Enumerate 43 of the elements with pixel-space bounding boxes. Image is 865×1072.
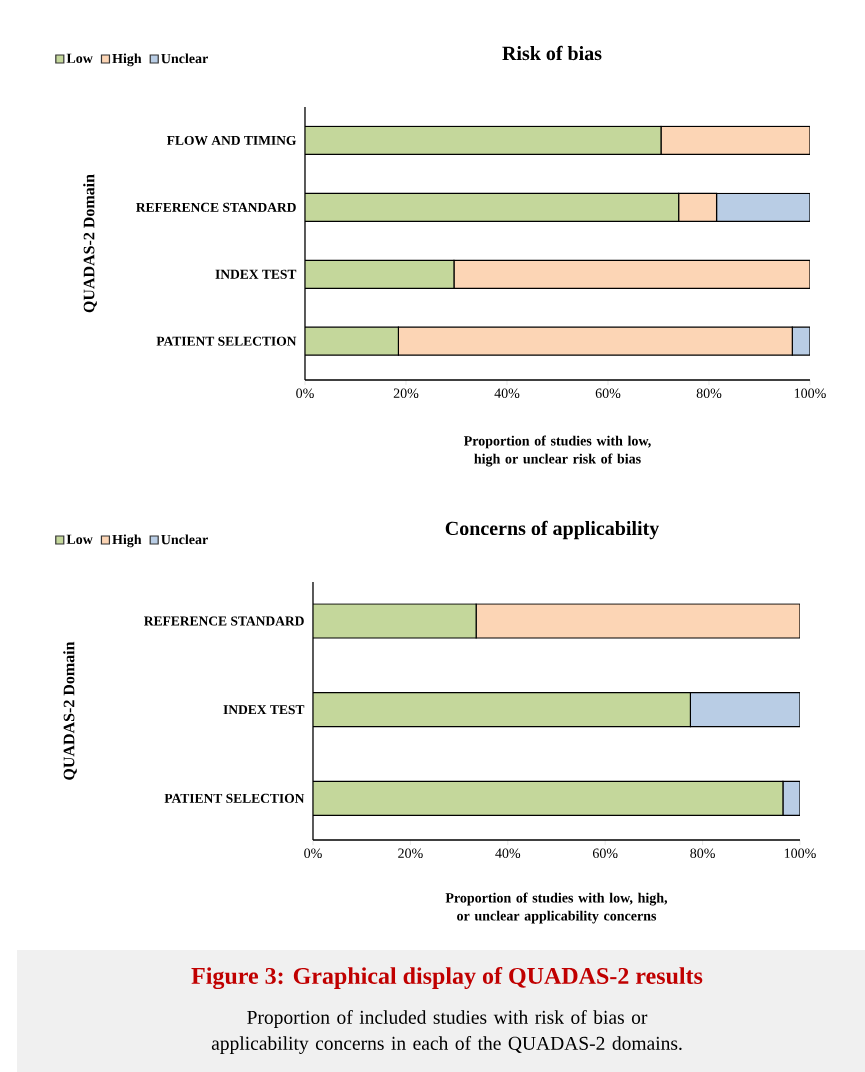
x-tick-label: 100% (784, 848, 816, 859)
bar (304, 326, 400, 356)
y-tick-label: REFERENCE STANDARD (136, 202, 296, 212)
bar (678, 192, 718, 222)
x-tick-label: 20% (398, 848, 423, 859)
chart-title: Concerns of applicability (445, 520, 660, 540)
x-tick-label: 60% (595, 388, 621, 399)
legend-label: Unclear (161, 534, 208, 545)
bar (660, 125, 810, 156)
legend-label: Low (66, 534, 93, 544)
x-tick-label: 0% (304, 848, 322, 859)
x-axis-title: Proportion of studies with low, high or unclear risk of bias (463, 435, 651, 467)
x-tick-label: 20% (393, 388, 419, 399)
bar (304, 125, 662, 156)
y-tick-label: PATIENT SELECTION (164, 793, 305, 803)
legend-label: High (112, 53, 142, 67)
y-tick-label: INDEX TEST (223, 705, 305, 715)
x-tick-label: 40% (495, 848, 521, 859)
y-tick-label: FLOW AND TIMING (166, 135, 297, 146)
x-tick-label: 100% (794, 388, 826, 399)
bar (397, 326, 793, 356)
x-tick-label: 40% (494, 388, 520, 399)
y-tick-label: PATIENT SELECTION (156, 336, 297, 346)
legend-label: Unclear (161, 53, 208, 64)
bar (304, 192, 680, 222)
bar (715, 192, 810, 222)
y-axis-title: QUADAS-2 Domain (63, 641, 77, 780)
text: Proportion of included studies with risk of bias or applicability concerns in each of the QUADAS-2 domains. (211, 1010, 682, 1054)
bar (304, 259, 455, 289)
x-tick-label: 60% (592, 848, 618, 859)
chart-title: Risk of bias (502, 45, 602, 61)
x-tick-label: 0% (296, 388, 314, 399)
y-axis-title: QUADAS-2 Domain (83, 174, 97, 313)
bar (453, 259, 810, 289)
x-tick-label: 80% (690, 848, 715, 859)
bar (689, 692, 800, 728)
legend-label: Low (66, 53, 93, 63)
x-axis-title: Proportion of studies with low, high, or unclear applicability concerns (445, 892, 668, 924)
caption: Figure 3: Graphical display of QUADAS-2 results (191, 966, 703, 990)
legend-label: High (112, 534, 142, 548)
y-tick-label: INDEX TEST (215, 269, 297, 279)
y-tick-label: REFERENCE STANDARD (144, 616, 304, 626)
x-tick-label: 80% (696, 388, 722, 399)
